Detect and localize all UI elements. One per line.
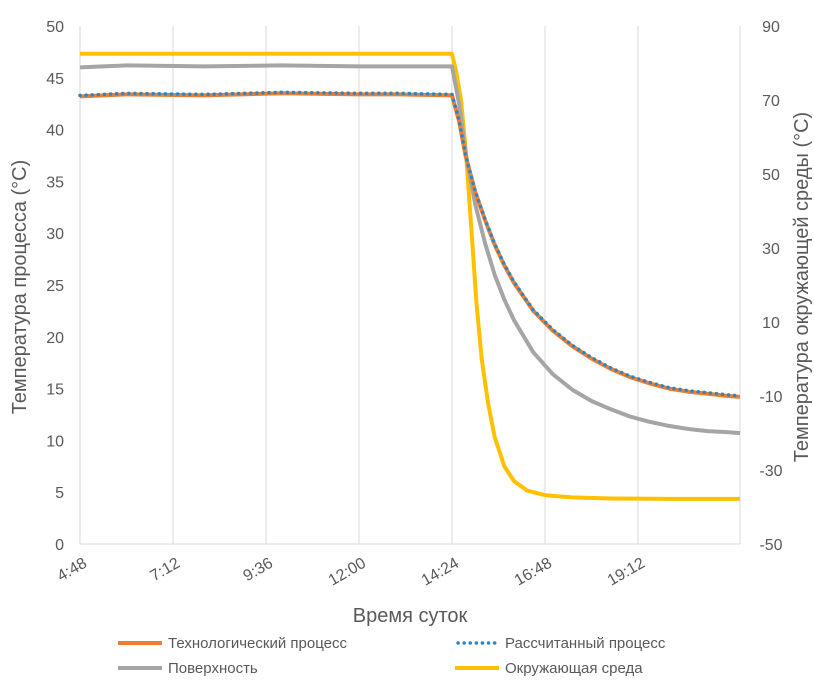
y2-tick-label: -50 xyxy=(759,537,782,554)
series-line xyxy=(79,91,741,399)
y-tick-label: 50 xyxy=(46,19,64,36)
series-layer xyxy=(78,51,742,501)
y2-tick-label: 50 xyxy=(762,167,780,184)
y2-tick-label: 30 xyxy=(762,241,780,258)
series-line xyxy=(78,90,742,398)
y2-axis-title: Температура окружающей среды (°C) xyxy=(791,112,813,462)
series-line xyxy=(79,63,741,436)
y-tick-label: 35 xyxy=(46,174,64,191)
y2-tick-label: 90 xyxy=(762,19,780,36)
legend-label: Поверхность xyxy=(168,660,258,677)
y2-tick-labels: -50 -30 -10 10 30 50 70 90 xyxy=(759,19,782,554)
y-tick-label: 30 xyxy=(46,226,64,243)
x-tick-label: 12:00 xyxy=(326,555,369,590)
y-tick-label: 0 xyxy=(55,537,64,554)
y2-tick-label: -10 xyxy=(759,389,782,406)
y-tick-label: 40 xyxy=(46,123,64,140)
x-tick-label: 7:12 xyxy=(148,555,184,585)
y-tick-labels: 0 5 10 15 20 25 30 35 40 45 50 xyxy=(46,19,64,554)
y-tick-label: 10 xyxy=(46,433,64,450)
y-tick-label: 15 xyxy=(46,382,64,399)
x-tick-label: 16:48 xyxy=(512,555,555,590)
legend-label: Окружающая среда xyxy=(505,660,643,677)
x-tick-label: 4:48 xyxy=(55,555,91,585)
y-axis-title: Температура процесса (°C) xyxy=(9,160,31,415)
y-tick-label: 5 xyxy=(55,485,64,502)
legend-label: Технологический процесс xyxy=(168,635,347,652)
series-line xyxy=(80,51,740,501)
y-tick-label: 45 xyxy=(46,71,64,88)
x-tick-label: 19:12 xyxy=(605,555,648,590)
x-axis-title: Время суток xyxy=(353,605,468,627)
y2-tick-label: 10 xyxy=(762,315,780,332)
legend: Технологический процесс Рассчитанный проц… xyxy=(118,635,666,677)
gridlines xyxy=(79,26,741,544)
legend-label: Рассчитанный процесс xyxy=(505,635,666,652)
x-tick-label: 14:24 xyxy=(419,555,462,590)
y2-tick-label: 70 xyxy=(762,93,780,110)
y-tick-label: 20 xyxy=(46,330,64,347)
y2-tick-label: -30 xyxy=(759,463,782,480)
y-tick-label: 25 xyxy=(46,278,64,295)
x-tick-labels: 4:48 7:12 9:36 12:00 14:24 16:48 19:12 xyxy=(55,555,649,590)
x-tick-label: 9:36 xyxy=(241,555,277,585)
